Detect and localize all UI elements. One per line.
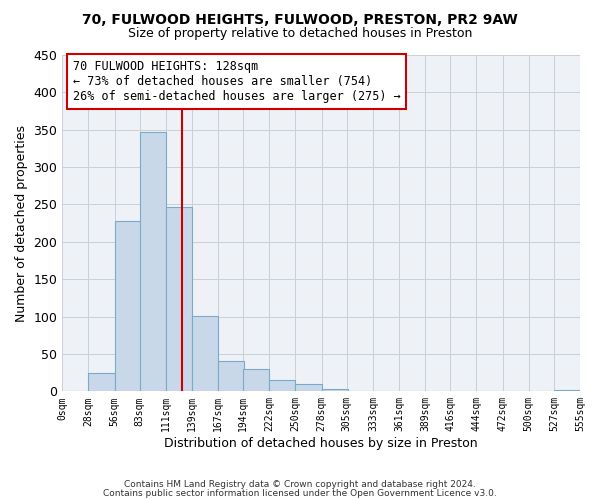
Bar [88, 372, 115, 392]
Bar [269, 380, 295, 392]
Y-axis label: Number of detached properties: Number of detached properties [15, 124, 28, 322]
Text: 70, FULWOOD HEIGHTS, FULWOOD, PRESTON, PR2 9AW: 70, FULWOOD HEIGHTS, FULWOOD, PRESTON, P… [82, 12, 518, 26]
Bar [140, 132, 166, 392]
Text: Contains public sector information licensed under the Open Government Licence v3: Contains public sector information licen… [103, 488, 497, 498]
Bar [322, 389, 348, 392]
Bar [115, 221, 140, 392]
Bar [554, 390, 580, 392]
Bar [166, 206, 192, 392]
Text: Contains HM Land Registry data © Crown copyright and database right 2024.: Contains HM Land Registry data © Crown c… [124, 480, 476, 489]
Text: 70 FULWOOD HEIGHTS: 128sqm
← 73% of detached houses are smaller (754)
26% of sem: 70 FULWOOD HEIGHTS: 128sqm ← 73% of deta… [73, 60, 400, 103]
Bar [295, 384, 322, 392]
Bar [218, 360, 244, 392]
Bar [243, 369, 269, 392]
Text: Size of property relative to detached houses in Preston: Size of property relative to detached ho… [128, 28, 472, 40]
Bar [192, 316, 218, 392]
X-axis label: Distribution of detached houses by size in Preston: Distribution of detached houses by size … [164, 437, 478, 450]
